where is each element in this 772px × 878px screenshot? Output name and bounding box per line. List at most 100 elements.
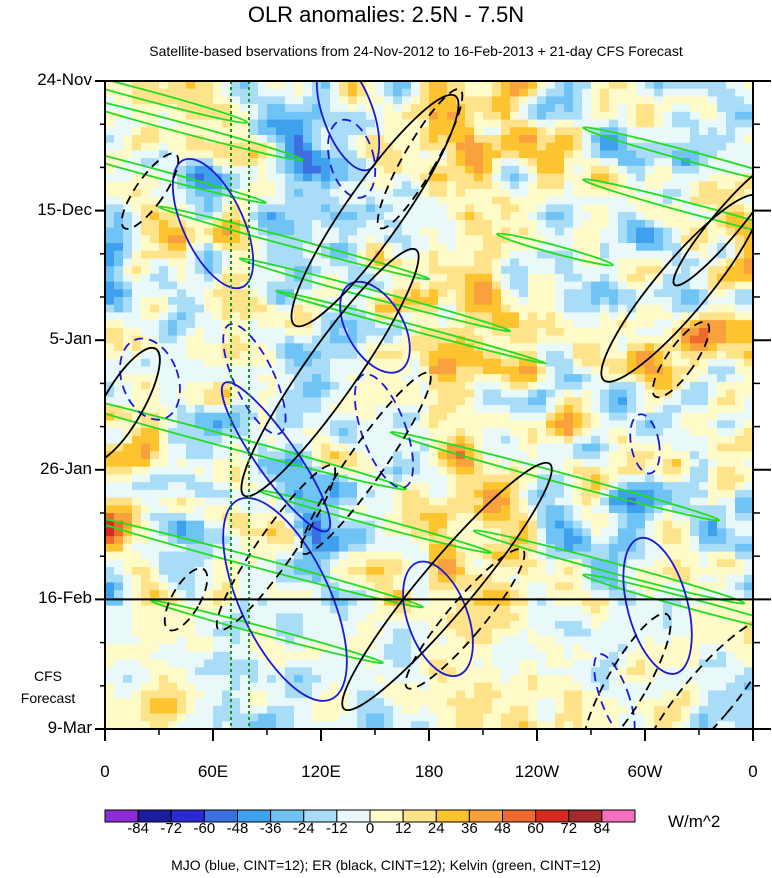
field-cell bbox=[420, 135, 430, 144]
field-cell bbox=[627, 181, 637, 190]
field-cell bbox=[339, 243, 349, 252]
field-cell bbox=[384, 351, 394, 360]
field-cell bbox=[177, 405, 187, 414]
field-cell bbox=[420, 235, 430, 244]
field-cell bbox=[258, 358, 268, 368]
field-cell bbox=[501, 173, 511, 182]
field-cell bbox=[420, 111, 430, 121]
field-cell bbox=[438, 158, 448, 167]
field-cell bbox=[483, 142, 493, 152]
field-cell bbox=[276, 520, 286, 530]
field-cell bbox=[357, 435, 367, 445]
field-cell bbox=[744, 420, 753, 429]
field-cell bbox=[312, 582, 322, 591]
field-cell bbox=[177, 443, 187, 452]
field-cell bbox=[285, 104, 295, 113]
field-cell bbox=[465, 111, 475, 121]
field-cell bbox=[276, 381, 286, 391]
field-cell bbox=[312, 520, 322, 530]
field-cell bbox=[114, 489, 124, 499]
field-cell bbox=[519, 273, 529, 283]
field-cell bbox=[510, 297, 520, 306]
field-cell bbox=[429, 574, 439, 584]
field-cell bbox=[141, 520, 151, 530]
field-cell bbox=[213, 104, 223, 113]
field-cell bbox=[537, 96, 547, 105]
field-cell bbox=[204, 127, 214, 136]
field-cell bbox=[150, 289, 160, 298]
field-cell bbox=[366, 551, 376, 560]
field-cell bbox=[195, 536, 205, 545]
field-cell bbox=[690, 435, 700, 445]
field-cell bbox=[240, 459, 250, 468]
field-cell bbox=[528, 204, 538, 213]
field-cell bbox=[456, 119, 466, 128]
field-cell bbox=[546, 443, 556, 452]
field-cell bbox=[492, 389, 502, 398]
field-cell bbox=[276, 459, 286, 468]
field-cell bbox=[501, 150, 511, 159]
field-cell bbox=[573, 320, 583, 329]
field-cell bbox=[717, 374, 727, 383]
field-cell bbox=[447, 497, 457, 506]
field-cell bbox=[483, 227, 493, 236]
field-cell bbox=[384, 551, 394, 560]
field-cell bbox=[672, 358, 682, 368]
field-cell bbox=[366, 443, 376, 452]
field-cell bbox=[132, 451, 142, 460]
field-cell bbox=[222, 574, 232, 584]
field-cell bbox=[447, 304, 457, 314]
field-cell bbox=[519, 127, 529, 136]
field-cell bbox=[159, 381, 169, 391]
field-cell bbox=[735, 574, 745, 584]
field-cell bbox=[474, 243, 484, 252]
field-cell bbox=[276, 582, 286, 591]
field-cell bbox=[501, 219, 511, 229]
field-cell bbox=[510, 266, 520, 275]
field-cell bbox=[609, 358, 619, 368]
field-cell bbox=[654, 297, 664, 306]
field-cell bbox=[483, 88, 493, 98]
field-cell bbox=[456, 335, 466, 344]
field-cell bbox=[672, 158, 682, 167]
field-cell bbox=[294, 613, 304, 622]
field-cell bbox=[717, 119, 727, 128]
field-cell bbox=[186, 119, 196, 128]
field-cell bbox=[546, 343, 556, 352]
field-cell bbox=[276, 389, 286, 398]
field-cell bbox=[222, 297, 232, 306]
field-cell bbox=[204, 358, 214, 368]
field-cell bbox=[528, 528, 538, 537]
field-cell bbox=[447, 482, 457, 491]
field-cell bbox=[492, 497, 502, 506]
field-cell bbox=[258, 212, 268, 221]
field-cell bbox=[735, 335, 745, 344]
field-cell bbox=[141, 343, 151, 352]
field-cell bbox=[429, 597, 439, 607]
field-cell bbox=[447, 389, 457, 398]
field-cell bbox=[357, 451, 367, 460]
field-cell bbox=[249, 528, 259, 537]
field-cell bbox=[672, 289, 682, 298]
field-cell bbox=[141, 366, 151, 375]
field-cell bbox=[186, 150, 196, 159]
field-cell bbox=[339, 312, 349, 321]
field-cell bbox=[132, 173, 142, 182]
field-cell bbox=[627, 212, 637, 221]
field-cell bbox=[213, 235, 223, 244]
field-cell bbox=[213, 590, 223, 599]
field-cell bbox=[132, 304, 142, 314]
field-cell bbox=[699, 158, 709, 167]
field-cell bbox=[303, 582, 313, 591]
field-cell bbox=[411, 181, 421, 190]
field-cell bbox=[384, 266, 394, 275]
field-cell bbox=[609, 605, 619, 614]
field-cell bbox=[618, 435, 628, 445]
field-cell bbox=[726, 88, 736, 98]
field-cell bbox=[186, 196, 196, 206]
field-cell bbox=[636, 127, 646, 136]
field-cell bbox=[537, 119, 547, 128]
field-cell bbox=[186, 189, 196, 198]
field-cell bbox=[150, 405, 160, 414]
field-cell bbox=[636, 312, 646, 321]
